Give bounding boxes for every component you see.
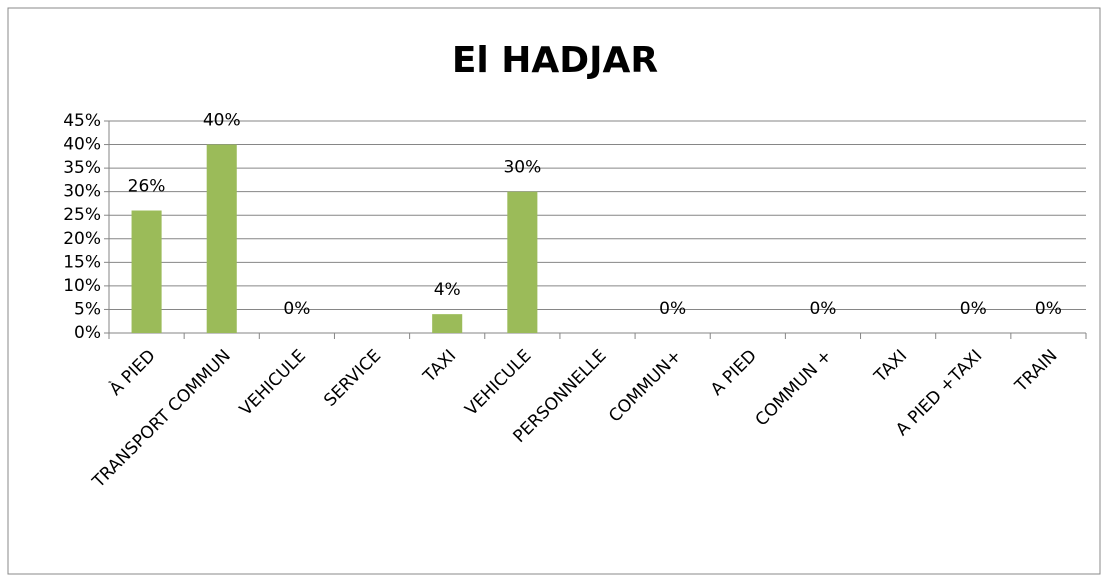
data-label: 30% [503, 158, 541, 178]
data-label: 0% [283, 299, 310, 319]
data-label: 40% [203, 111, 241, 131]
data-label: 0% [809, 299, 836, 319]
y-tick-label: 0% [74, 323, 101, 343]
data-label: 0% [659, 299, 686, 319]
y-tick-label: 25% [63, 205, 101, 225]
data-label: 4% [434, 280, 461, 300]
bar [432, 314, 463, 333]
data-label: 26% [128, 177, 166, 197]
y-tick-label: 35% [63, 158, 101, 178]
y-tick-label: 30% [63, 182, 101, 202]
y-tick-label: 15% [63, 252, 101, 272]
y-tick-label: 5% [74, 299, 101, 319]
data-label: 0% [960, 299, 987, 319]
y-tick-label: 45% [63, 111, 101, 131]
bar [507, 191, 538, 333]
data-label: 0% [1035, 299, 1062, 319]
bar [131, 210, 162, 333]
y-tick-label: 40% [63, 135, 101, 155]
y-tick-label: 10% [63, 276, 101, 296]
chart-border [7, 7, 1101, 575]
y-tick-label: 20% [63, 229, 101, 249]
bar [206, 144, 237, 333]
chart-title: El HADJAR [452, 40, 658, 81]
